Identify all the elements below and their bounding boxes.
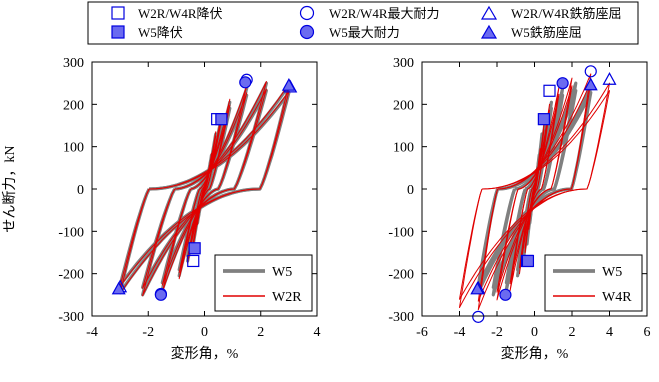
x-tick-label: -4 xyxy=(86,325,98,340)
x-tick-label: -2 xyxy=(491,325,503,340)
legend-entry-w2r-buckling: W2R/W4R鉄筋座屈 xyxy=(480,5,622,21)
marker-w5-buckling xyxy=(470,281,485,295)
marker-w5-yield xyxy=(215,113,228,126)
chart-left: -4 -2 0 2 4 -300 -200 -100 0 100 200 300 変形角，% せん断力… xyxy=(2,56,321,362)
marker-w5-buckling xyxy=(583,77,598,91)
marker-w4r-yield xyxy=(543,84,556,97)
x-tick-label: -4 xyxy=(454,325,466,340)
x-tick-label: -2 xyxy=(142,325,154,340)
legend-marker-filled-square xyxy=(111,25,125,39)
y-tick-label: 300 xyxy=(393,56,414,71)
y-tick-label: 100 xyxy=(63,141,84,156)
y-tick-label: 100 xyxy=(393,141,414,156)
top-legend: W2R/W4R降伏 W2R/W4R最大耐力 W2R/W4R鉄筋座屈 W5降伏 W… xyxy=(87,1,639,45)
marker-w5-yield xyxy=(188,242,201,255)
y-tick-label: 0 xyxy=(407,183,414,198)
legend-label: W2R/W4R降伏 xyxy=(138,6,223,21)
marker-w2r-yield xyxy=(187,254,200,268)
legend-label: W2R/W4R鉄筋座屈 xyxy=(511,6,622,21)
series-w2r-loop xyxy=(142,88,267,289)
axis-ticks: -6 -4 -2 0 2 4 6 -300 -200 -100 0 100 200 300 xyxy=(388,56,650,340)
x-tick-label: -6 xyxy=(416,325,428,340)
marker-w5-buckling xyxy=(111,281,126,295)
series-legend-frame xyxy=(214,254,313,312)
legend-label-w4r: W4R xyxy=(602,290,632,305)
legend-label: W5降伏 xyxy=(138,25,183,40)
marker-w5-max xyxy=(239,76,252,89)
legend-marker-filled-triangle xyxy=(480,24,498,39)
x-tick-label: 2 xyxy=(257,325,264,340)
legend-label-w5: W5 xyxy=(272,265,292,280)
marker-w5-buckling xyxy=(281,77,296,91)
hysteresis-curves xyxy=(459,73,610,311)
legend-label-w2r: W2R xyxy=(272,290,302,305)
legend-entry-w2r-yield: W2R/W4R降伏 xyxy=(111,6,223,21)
y-tick-label: 200 xyxy=(393,98,414,113)
x-axis-label: 変形角，% xyxy=(501,345,569,362)
chart-right: -6 -4 -2 0 2 4 6 -300 -200 -100 0 100 200 300 変形角，% W… xyxy=(388,56,650,362)
x-tick-label: 0 xyxy=(531,325,538,340)
legend-label: W2R/W4R最大耐力 xyxy=(329,6,440,21)
y-tick-label: -200 xyxy=(58,268,84,283)
y-tick-label: -100 xyxy=(388,225,414,240)
series-legend: W5 W2R xyxy=(214,254,313,312)
y-tick-label: 300 xyxy=(63,56,84,71)
series-w2r-loop xyxy=(178,105,231,273)
marker-w5-yield xyxy=(537,113,550,126)
legend-marker-open-circle xyxy=(299,5,315,21)
marker-w4r-max xyxy=(584,65,597,78)
marker-w5-yield xyxy=(521,254,535,268)
x-tick-label: 0 xyxy=(201,325,208,340)
y-tick-label: 200 xyxy=(63,98,84,113)
legend-label-w5: W5 xyxy=(602,265,622,280)
y-tick-label: 0 xyxy=(77,183,84,198)
legend-entry-w5-buckling: W5鉄筋座屈 xyxy=(480,24,582,40)
legend-label: W5鉄筋座屈 xyxy=(511,25,582,40)
x-axis-label: 変形角，% xyxy=(171,345,239,362)
legend-marker-open-triangle xyxy=(480,5,498,20)
y-tick-label: -300 xyxy=(58,310,84,325)
legend-label: W5最大耐力 xyxy=(329,25,400,40)
event-markers xyxy=(111,73,298,301)
marker-w5-max xyxy=(556,77,569,90)
y-tick-label: -300 xyxy=(388,310,414,325)
y-axis-label: せん断力，kN xyxy=(2,145,18,232)
marker-w5-max xyxy=(499,288,512,301)
legend-entry-w2r-max: W2R/W4R最大耐力 xyxy=(299,5,440,21)
legend-entry-w5-yield: W5降伏 xyxy=(111,25,183,40)
x-tick-label: 6 xyxy=(644,325,651,340)
y-tick-label: -100 xyxy=(58,225,84,240)
legend-marker-open-square xyxy=(111,6,125,20)
hysteresis-curves xyxy=(118,81,291,297)
series-legend: W5 W4R xyxy=(544,254,643,312)
series-w2r-loop xyxy=(119,90,290,287)
marker-w4r-buckling xyxy=(602,72,617,85)
series-legend-frame xyxy=(544,254,643,312)
axis-ticks: -4 -2 0 2 4 -300 -200 -100 0 100 200 300 xyxy=(58,56,320,340)
y-tick-label: -200 xyxy=(388,268,414,283)
series-w4r-loop xyxy=(459,90,610,300)
legend-entry-w5-max: W5最大耐力 xyxy=(299,24,400,40)
marker-w5-max xyxy=(154,288,168,301)
top-legend-frame xyxy=(87,1,639,45)
x-tick-label: 2 xyxy=(569,325,576,340)
x-tick-label: 4 xyxy=(314,325,321,340)
legend-marker-filled-circle xyxy=(299,24,315,40)
marker-w4r-max xyxy=(472,310,485,323)
x-tick-label: 4 xyxy=(606,325,613,340)
event-markers xyxy=(470,65,617,323)
